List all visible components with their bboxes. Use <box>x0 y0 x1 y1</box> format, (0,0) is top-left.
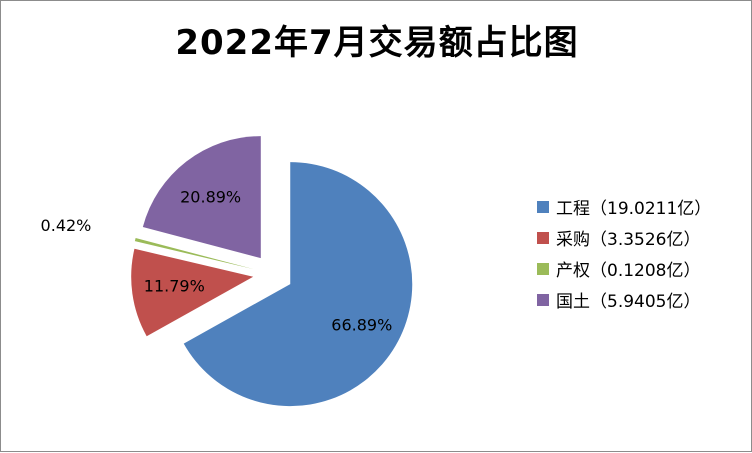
legend-item-procurement: 采购（3.3526亿） <box>537 222 711 253</box>
pie-slice-land <box>142 136 261 259</box>
legend-item-land: 国土（5.9405亿） <box>537 284 711 315</box>
legend-label-land: 国土（5.9405亿） <box>556 292 701 312</box>
pie-slice-procurement <box>131 248 254 337</box>
pie-label-procurement: 11.79% <box>144 277 205 296</box>
legend-label-property-rights: 产权（0.1208亿） <box>556 261 701 281</box>
pie-slice-property-rights <box>134 238 254 270</box>
pie-slice-engineering <box>183 162 413 407</box>
legend-label-procurement: 采购（3.3526亿） <box>556 230 701 250</box>
chart-title: 2022年7月交易额占比图 <box>175 23 579 63</box>
pie-label-land: 20.89% <box>180 188 241 207</box>
legend-item-engineering: 工程（19.0211亿） <box>537 191 711 222</box>
legend-label-engineering: 工程（19.0211亿） <box>556 199 712 219</box>
legend-swatch-land <box>537 293 549 306</box>
legend-swatch-property-rights <box>537 262 549 275</box>
legend-item-property-rights: 产权（0.1208亿） <box>537 253 711 284</box>
pie-label-engineering: 66.89% <box>331 316 392 335</box>
legend-swatch-engineering <box>537 200 549 213</box>
chart-legend: 工程（19.0211亿） 采购（3.3526亿） 产权（0.1208亿） 国土（… <box>537 191 711 315</box>
pie-label-property-rights: 0.42% <box>41 216 92 235</box>
legend-swatch-procurement <box>537 231 549 244</box>
